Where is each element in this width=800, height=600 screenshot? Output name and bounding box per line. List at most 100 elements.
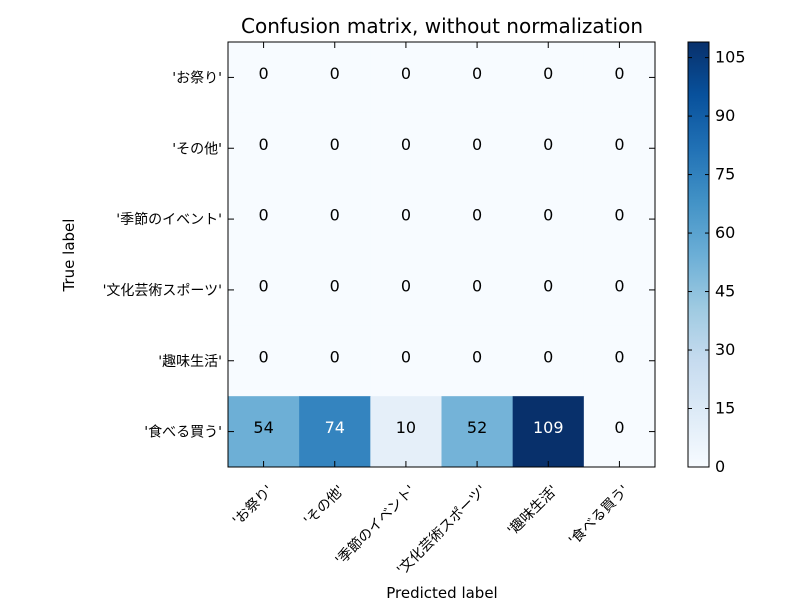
matrix-cell <box>512 183 585 255</box>
y-tick-label: '季節のイベント' <box>116 211 222 228</box>
cell-value: 0 <box>472 276 482 295</box>
matrix-cell <box>299 254 371 326</box>
matrix-cell <box>512 325 585 397</box>
matrix-cell <box>583 396 656 468</box>
cell-value: 0 <box>330 206 340 225</box>
matrix-cell <box>441 183 514 255</box>
colorbar-tick-label: 45 <box>715 282 735 301</box>
colorbar-ticks: 0 15 30 45 60 75 90 105 <box>688 48 746 476</box>
matrix-cell <box>583 112 656 185</box>
matrix-cell <box>583 254 656 326</box>
cell-value: 0 <box>401 347 411 366</box>
cell-value: 0 <box>258 276 268 295</box>
colorbar-tick-label: 90 <box>715 106 735 125</box>
matrix-cell <box>370 325 442 397</box>
y-tick-label: '趣味生活' <box>158 354 222 370</box>
cell-value: 0 <box>401 276 411 295</box>
colorbar-tick-label: 0 <box>715 457 725 476</box>
matrix-cell <box>583 42 656 114</box>
matrix-cell <box>441 42 514 114</box>
y-axis-label: True label <box>60 219 78 293</box>
matrix-cell <box>370 254 442 326</box>
cell-value: 0 <box>401 64 411 83</box>
cell-value: 74 <box>325 418 345 437</box>
matrix-cell <box>441 254 514 326</box>
plot-frame <box>227 41 656 468</box>
x-tick-label: 'お祭り' <box>230 483 276 529</box>
cell-value: 0 <box>330 347 340 366</box>
colorbar-tick-label: 75 <box>715 165 735 184</box>
cell-value: 0 <box>330 64 340 83</box>
matrix-cell <box>370 183 442 255</box>
cell-value: 0 <box>330 276 340 295</box>
matrix-cell <box>299 325 371 397</box>
y-axis-ticks: 'お祭り' 'その他' '季節のイベント' '文化芸術スポーツ' '趣味生活' '食べる買… <box>103 70 655 441</box>
matrix-cell <box>228 183 300 255</box>
cell-value: 109 <box>533 418 564 437</box>
colorbar-tick-label: 60 <box>715 223 735 242</box>
matrix-cell <box>583 183 656 255</box>
y-tick-label: 'その他' <box>172 141 222 157</box>
cell-value: 0 <box>543 64 553 83</box>
chart-title: Confusion matrix, without normalization <box>241 14 643 38</box>
x-tick-label: '趣味生活' <box>505 483 561 539</box>
cell-value: 0 <box>258 135 268 154</box>
cell-value: 0 <box>258 206 268 225</box>
y-tick-label: '食べる買う' <box>144 424 222 441</box>
cell-value: 0 <box>330 135 340 154</box>
matrix-cell <box>299 183 371 255</box>
cell-value: 0 <box>258 347 268 366</box>
matrix-cell <box>583 325 656 397</box>
cell-value: 0 <box>543 135 553 154</box>
y-tick-label: 'お祭り' <box>172 70 222 86</box>
matrix-cell <box>228 325 300 397</box>
colorbar-tick-label: 15 <box>715 399 735 418</box>
matrix-cell <box>512 254 585 326</box>
cell-value: 0 <box>614 276 624 295</box>
cell-value: 0 <box>614 64 624 83</box>
x-tick-label: '食べる買う' <box>565 482 632 549</box>
cell-value: 0 <box>614 135 624 154</box>
matrix-cell <box>441 325 514 397</box>
matrix-cell <box>370 112 442 185</box>
matrix-cell <box>370 396 442 468</box>
matrix-cell <box>512 42 585 114</box>
cell-value: 10 <box>396 418 416 437</box>
matrix-cell <box>441 112 514 185</box>
matrix-cell <box>299 42 371 114</box>
cell-value: 0 <box>472 347 482 366</box>
matrix-cell <box>299 396 371 468</box>
matrix-cell <box>228 254 300 326</box>
matrix-cell <box>228 396 300 468</box>
cell-value: 0 <box>472 206 482 225</box>
cell-value: 0 <box>614 347 624 366</box>
x-axis-label: Predicted label <box>386 584 497 600</box>
colorbar <box>687 41 710 468</box>
matrix-cell <box>512 396 585 468</box>
matrix-cell <box>228 42 300 114</box>
matrix-cell <box>370 42 442 114</box>
matrix-cell <box>299 112 371 185</box>
colorbar-tick-label: 30 <box>715 340 735 359</box>
colorbar-tick-label: 105 <box>715 48 746 67</box>
matrix-values: 0 0 0 0 0 0 0 0 0 0 0 0 0 0 0 0 0 0 0 0 0 0 0 0 0 0 0 0 0 0 54 74 10 52 10… <box>253 64 624 437</box>
cell-value: 0 <box>472 135 482 154</box>
matrix-cell <box>441 396 514 468</box>
x-tick-label: 'その他' <box>301 483 347 529</box>
cell-value: 0 <box>401 206 411 225</box>
cell-value: 0 <box>614 206 624 225</box>
cell-value: 0 <box>472 64 482 83</box>
cell-value: 0 <box>543 276 553 295</box>
cell-value: 0 <box>543 347 553 366</box>
cell-value: 0 <box>614 418 624 437</box>
cell-value: 54 <box>253 418 273 437</box>
cell-value: 0 <box>258 64 268 83</box>
cell-value: 52 <box>467 418 487 437</box>
matrix-cell <box>512 112 585 185</box>
y-tick-label: '文化芸術スポーツ' <box>103 283 222 299</box>
matrix-cell <box>228 112 300 185</box>
matrix-cells <box>228 42 656 468</box>
cell-value: 0 <box>543 206 553 225</box>
cell-value: 0 <box>401 135 411 154</box>
